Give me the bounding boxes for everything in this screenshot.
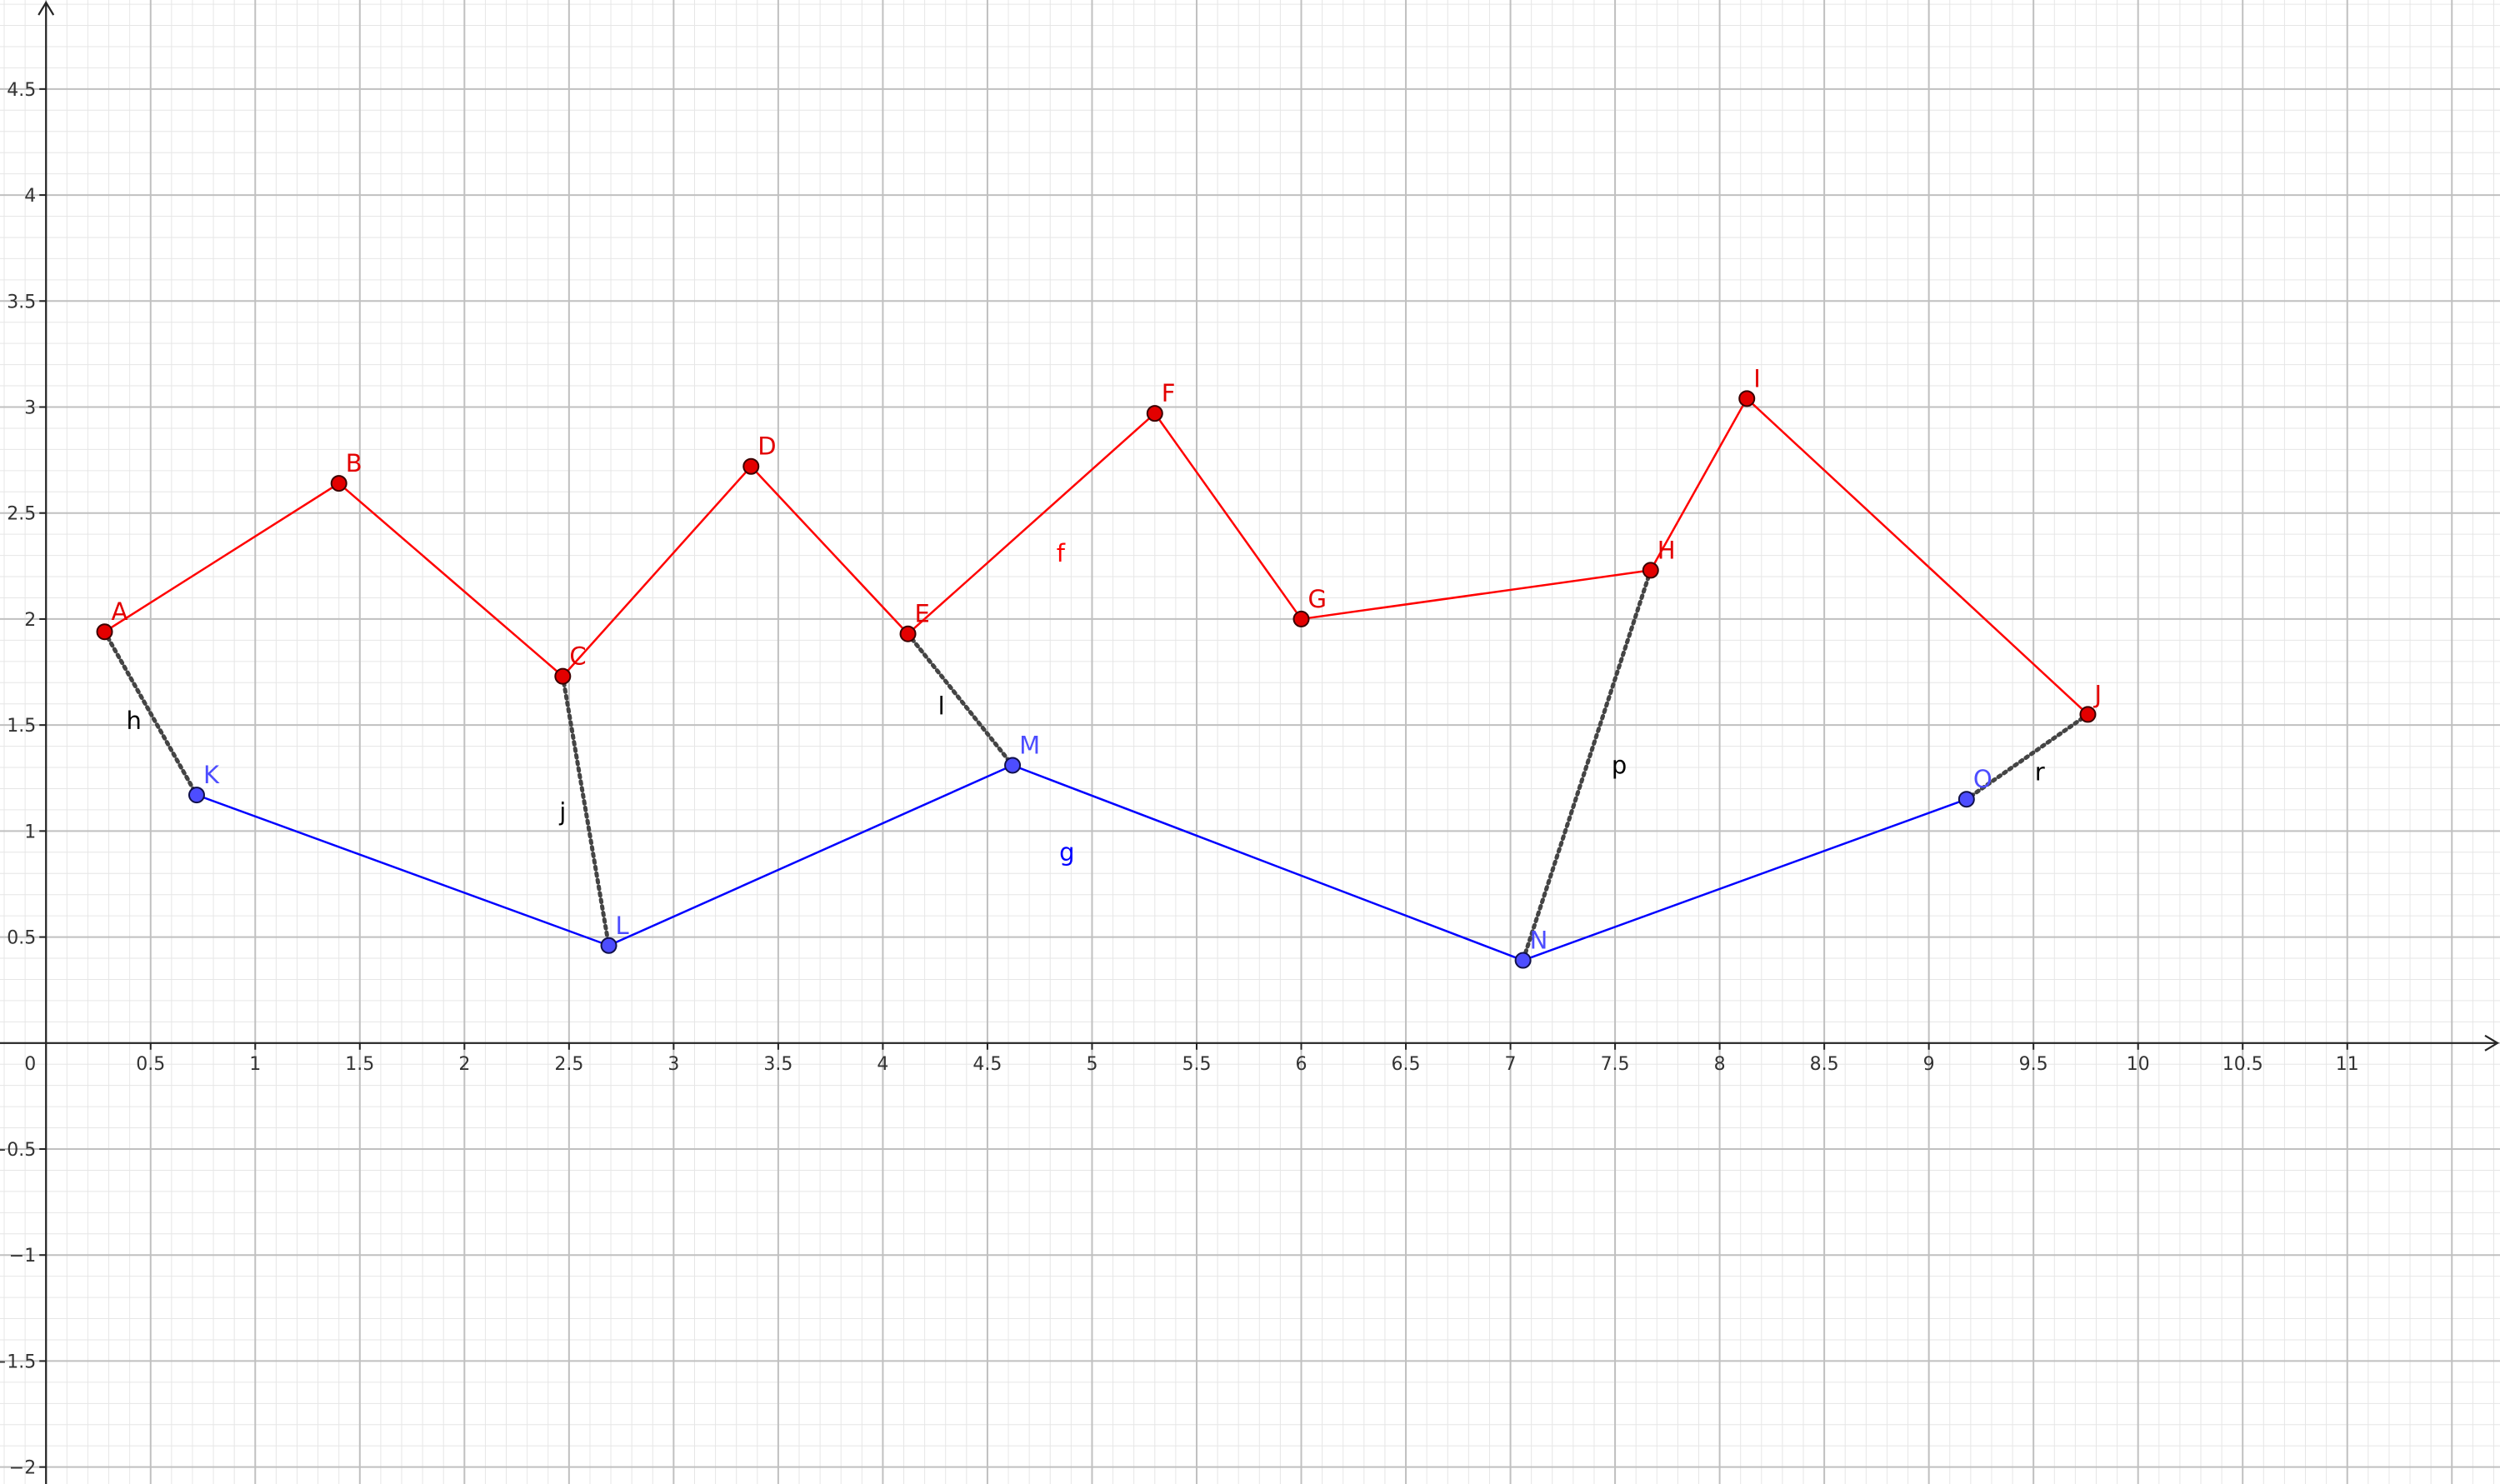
x-axis-arrow-icon — [2484, 1034, 2500, 1052]
y-tick-label: 1 — [24, 822, 36, 842]
points[interactable] — [96, 390, 2097, 969]
x-tick-label: 9.5 — [2019, 1054, 2048, 1075]
point-N[interactable] — [1514, 952, 1532, 969]
point-C[interactable] — [554, 667, 572, 685]
x-tick-label: 7.5 — [1601, 1054, 1630, 1075]
point-F-label: F — [1162, 379, 1176, 407]
point-H[interactable] — [1642, 562, 1659, 579]
point-O-label: O — [1973, 765, 1992, 793]
polyline-g[interactable] — [196, 764, 1968, 962]
point-G-label: G — [1308, 585, 1327, 613]
y-axis-arrow-icon — [38, 0, 55, 16]
x-tick-label: 4.5 — [972, 1054, 1002, 1075]
segment-h[interactable] — [102, 629, 199, 797]
point-D[interactable] — [742, 457, 760, 475]
segment-l-label: l — [938, 692, 945, 720]
point-A[interactable] — [96, 623, 113, 641]
point-M[interactable] — [1004, 757, 1022, 774]
segment-j[interactable] — [560, 674, 612, 948]
point-M-label: M — [1019, 731, 1040, 759]
point-L-label: L — [616, 912, 629, 940]
x-tick-label: 6.5 — [1392, 1054, 1421, 1075]
y-tick-label: 1.5 — [7, 716, 36, 737]
x-tick-label: 3 — [668, 1054, 679, 1075]
point-J-label: J — [2092, 680, 2102, 708]
y-tick-label: 3.5 — [7, 292, 36, 312]
point-K[interactable] — [188, 787, 205, 804]
x-tick-label: 0.5 — [136, 1054, 165, 1075]
x-tick-label: 9 — [1923, 1054, 1935, 1075]
segment-p-label: p — [1612, 752, 1627, 780]
tick-labels: 0.5 1 1.5 2 2.5 3 3.5 4 4.5 5 5.5 6 6.5 7 7.5 8 8.5 9 9.5 1… — [0, 80, 2359, 1479]
x-tick-label: 2 — [458, 1054, 470, 1075]
x-tick-label: 5.5 — [1182, 1054, 1211, 1075]
point-O[interactable] — [1958, 791, 1975, 808]
polylines[interactable] — [103, 397, 2089, 962]
x-tick-label: 8 — [1714, 1054, 1726, 1075]
x-tick-label: 2.5 — [554, 1054, 583, 1075]
x-tick-label: 11 — [2336, 1054, 2359, 1075]
x-tick-label: 1 — [249, 1054, 261, 1075]
y-tick-label: 3 — [24, 398, 36, 419]
x-tick-label: 7 — [1505, 1054, 1517, 1075]
object-labels: h j l p r f g A B C D E F G H I J K L M N O — [112, 364, 2102, 954]
x-tick-label: 4 — [877, 1054, 888, 1075]
segment-h-label: h — [126, 707, 141, 735]
point-E[interactable] — [899, 625, 917, 642]
x-tick-label: 10.5 — [2222, 1054, 2263, 1075]
x-tick-label: 10 — [2127, 1054, 2150, 1075]
x-tick-label: 3.5 — [763, 1054, 792, 1075]
polyline-f-label: f — [1057, 539, 1066, 567]
y-tick-label: 4.5 — [7, 80, 36, 101]
point-H-label: H — [1658, 536, 1676, 564]
segment-j-label: j — [558, 798, 566, 827]
y-tick-label: 2.5 — [7, 504, 36, 525]
segment-l[interactable] — [906, 632, 1015, 767]
point-B[interactable] — [330, 475, 348, 492]
point-J[interactable] — [2079, 706, 2097, 723]
x-tick-label: 8.5 — [1810, 1054, 1839, 1075]
x-tick-label: 6 — [1296, 1054, 1308, 1075]
segment-r[interactable] — [1964, 712, 2090, 802]
segment-r-label: r — [2035, 757, 2045, 786]
y-tick-label: −0.5 — [0, 1140, 36, 1161]
polyline-g-label: g — [1059, 838, 1074, 867]
point-I[interactable] — [1738, 390, 1756, 407]
connector-segments[interactable] — [102, 567, 2090, 963]
y-tick-label: 4 — [24, 186, 36, 207]
point-F[interactable] — [1146, 405, 1163, 422]
point-L[interactable] — [600, 937, 618, 954]
point-A-label: A — [112, 597, 128, 626]
point-C-label: C — [569, 642, 586, 671]
point-B-label: B — [346, 449, 362, 477]
point-K-label: K — [203, 761, 220, 789]
y-tick-label: −1 — [9, 1246, 36, 1267]
x-tick-label: 1.5 — [345, 1054, 374, 1075]
polyline-f[interactable] — [103, 397, 2089, 716]
point-D-label: D — [758, 432, 776, 461]
x-tick-label: 5 — [1086, 1054, 1098, 1075]
point-G[interactable] — [1292, 610, 1310, 627]
point-I-label: I — [1753, 364, 1761, 392]
segment-p[interactable] — [1521, 567, 1653, 963]
y-tick-label: −2 — [9, 1458, 36, 1479]
origin-label: 0 — [24, 1054, 36, 1075]
point-N-label: N — [1530, 927, 1548, 955]
point-E-label: E — [915, 600, 930, 628]
y-tick-label: 0.5 — [7, 928, 36, 949]
y-tick-label: −1.5 — [0, 1352, 36, 1372]
y-tick-label: 2 — [24, 610, 36, 631]
